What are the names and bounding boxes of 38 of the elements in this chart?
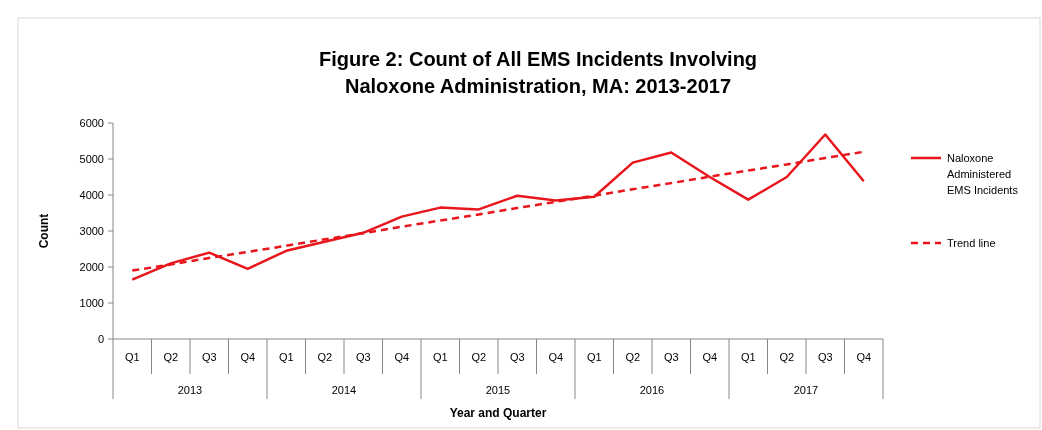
x-tick-label: Q2	[625, 351, 641, 363]
y-tick-label: 0	[97, 332, 104, 345]
x-tick-label: Q4	[702, 351, 718, 363]
x-tick-label: Q3	[355, 351, 371, 363]
x-tick-label: Q1	[740, 351, 756, 363]
text: 2013	[177, 384, 203, 396]
y-tick-label: 5000	[79, 152, 104, 165]
y-tick-label: 4000	[79, 188, 104, 201]
x-tick-label: Q4	[240, 351, 256, 363]
x-tick-label: Q3	[817, 351, 833, 363]
y-axis-title: Count	[37, 213, 51, 249]
x-tick-label: Q1	[586, 351, 602, 363]
text: 2017	[793, 384, 819, 396]
x-tick-label: Q2	[779, 351, 795, 363]
y-tick-label: 2000	[79, 260, 104, 273]
x-tick-label: Q1	[278, 351, 294, 363]
text: 2015	[485, 384, 511, 396]
legend-label: Trend line	[947, 237, 996, 249]
y-tick-label: 3000	[79, 224, 104, 237]
y-tick-label: 6000	[79, 116, 104, 129]
x-tick-label: Q3	[509, 351, 525, 363]
legend-label: Naloxone Administered EMS Incidents	[947, 152, 1019, 196]
x-tick-label: Q4	[548, 351, 564, 363]
x-axis-title: Year and Quarter	[449, 406, 547, 420]
x-tick-label: Q4	[394, 351, 410, 363]
chart-title: Figure 2: Count of All EMS Incidents Involving Naloxone Administration, MA: 2013-2017	[318, 48, 758, 97]
x-tick-label: Q4	[856, 351, 872, 363]
x-tick-label: Q3	[663, 351, 679, 363]
text: 2014	[331, 384, 357, 396]
x-tick-label: Q2	[471, 351, 487, 363]
x-tick-label: Q1	[432, 351, 448, 363]
x-tick-label: Q1	[124, 351, 140, 363]
line-series	[131, 133, 865, 281]
y-tick-label: 1000	[79, 296, 104, 309]
x-tick-label: Q3	[201, 351, 217, 363]
x-tick-label: Q2	[163, 351, 179, 363]
text: 2016	[639, 384, 665, 396]
x-tick-label: Q2	[317, 351, 333, 363]
